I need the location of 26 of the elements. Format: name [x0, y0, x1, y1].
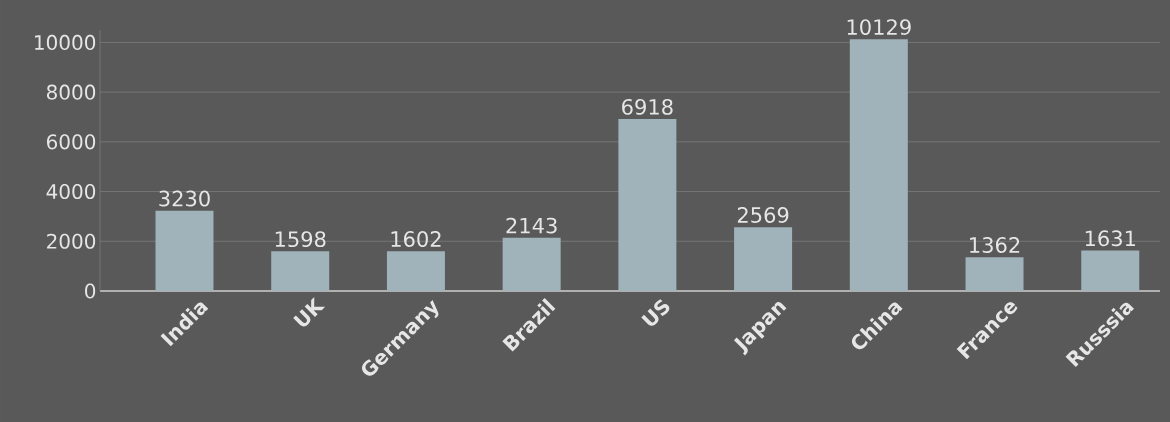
bar [849, 39, 908, 291]
bar [386, 251, 445, 291]
bar [1081, 250, 1140, 291]
data-label: 3230 [159, 190, 210, 207]
y-tick-label: 4000 [46, 184, 96, 200]
data-label: 10129 [847, 19, 911, 36]
bar [734, 227, 793, 291]
data-label: 1631 [1085, 230, 1136, 247]
y-tick-label: 0 [85, 283, 96, 299]
bar [271, 251, 330, 291]
y-tick-label: 10000 [35, 34, 96, 50]
data-label: 1602 [391, 231, 441, 247]
bar [965, 257, 1024, 291]
bar [618, 119, 677, 291]
bar [502, 237, 561, 291]
x-tick-label: US [641, 299, 670, 326]
bar [155, 210, 214, 291]
data-label: 2143 [506, 217, 557, 234]
data-label: 6918 [622, 98, 673, 115]
y-tick-label: 6000 [46, 134, 96, 150]
x-tick-label: UK [293, 297, 326, 327]
y-tick-label: 8000 [46, 84, 96, 100]
data-label: 2569 [737, 207, 789, 223]
data-label: 1362 [970, 237, 1020, 253]
data-label: 1598 [275, 231, 326, 248]
y-tick-label: 2000 [47, 233, 96, 249]
